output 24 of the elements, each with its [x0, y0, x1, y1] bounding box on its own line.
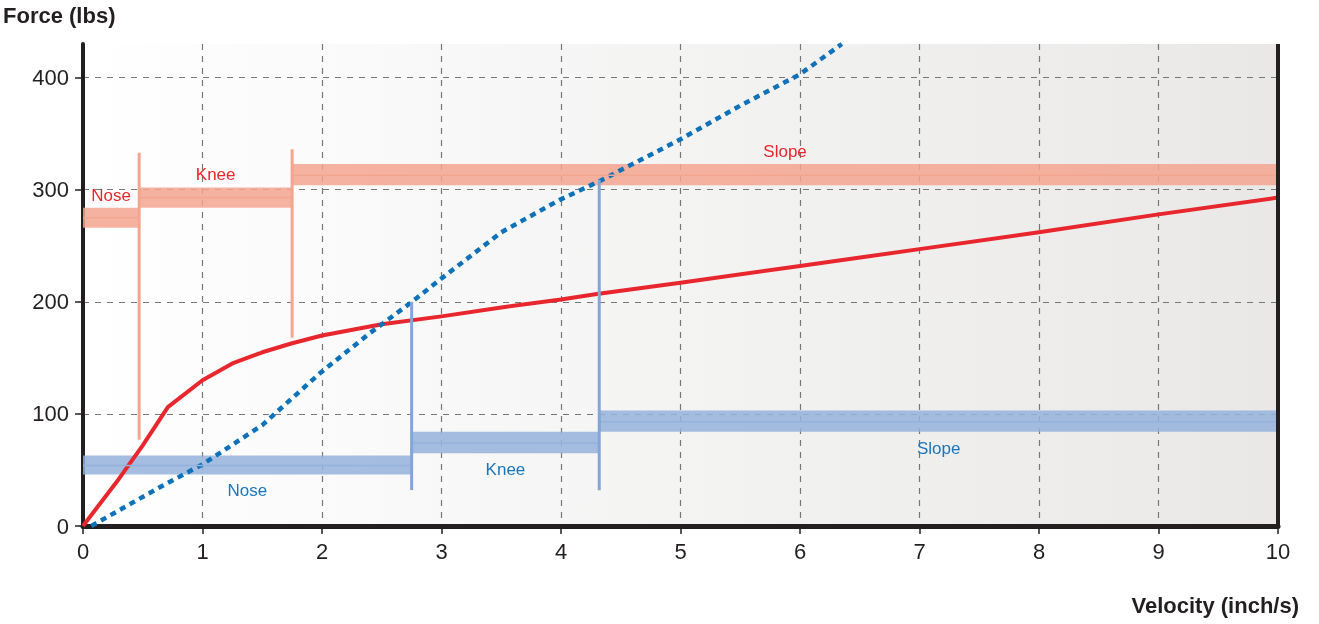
x-tick-label: 9	[1152, 538, 1165, 564]
y-tick-label: 0	[56, 513, 69, 539]
y-tick-label: 200	[32, 289, 69, 315]
series-label: Slope	[763, 141, 807, 161]
x-tick-label: 4	[554, 538, 568, 564]
y-tick-label: 100	[32, 401, 69, 427]
y-tick-label: 300	[32, 177, 69, 203]
series-label: Knee	[195, 165, 236, 185]
series-label: Slope	[916, 438, 961, 458]
x-tick-label: 6	[793, 538, 807, 564]
x-axis-title: Velocity (inch/s)	[1131, 592, 1300, 618]
x-tick-label: 1	[196, 538, 209, 564]
x-tick-label: 7	[913, 538, 926, 564]
x-tick-label: 3	[435, 538, 448, 564]
x-tick-label: 5	[674, 538, 687, 564]
series-label: Nose	[91, 185, 131, 205]
x-tick-label: 10	[1265, 538, 1291, 564]
x-tick-label: 0	[76, 538, 90, 564]
series-label: Knee	[485, 460, 526, 480]
x-tick-label: 8	[1032, 538, 1046, 564]
y-axis-title: Force (lbs)	[3, 2, 116, 28]
y-tick-label: 400	[32, 65, 69, 91]
x-tick-label: 2	[315, 538, 329, 564]
series-label: Nose	[227, 481, 268, 501]
